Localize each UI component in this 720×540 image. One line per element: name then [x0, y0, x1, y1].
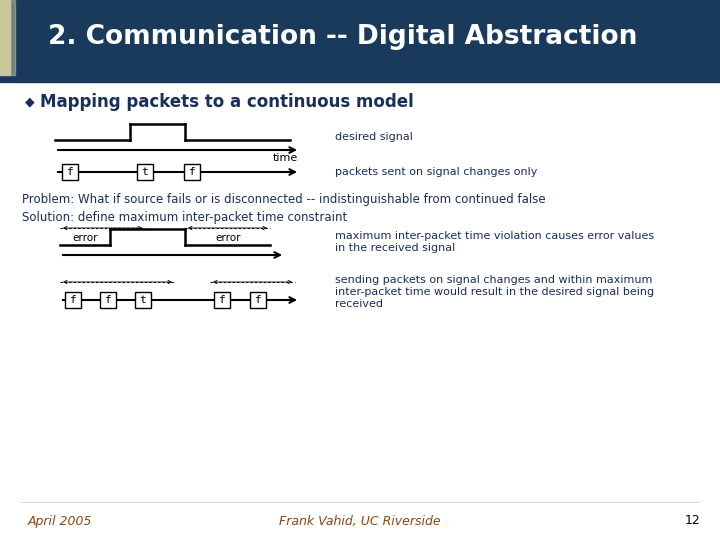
- Bar: [10, 0, 15, 75]
- Text: f: f: [104, 295, 112, 305]
- Bar: [0, 75, 720, 82]
- Text: error: error: [215, 233, 240, 243]
- Text: 2. Communication -- Digital Abstraction: 2. Communication -- Digital Abstraction: [48, 24, 637, 50]
- Bar: [135, 292, 151, 308]
- Text: f: f: [219, 295, 225, 305]
- Text: f: f: [70, 295, 76, 305]
- Text: Frank Vahid, UC Riverside: Frank Vahid, UC Riverside: [279, 515, 441, 528]
- Text: maximum inter-packet time violation causes error values
in the received signal: maximum inter-packet time violation caus…: [335, 231, 654, 253]
- Bar: [214, 292, 230, 308]
- Bar: [0, 0, 10, 75]
- Text: f: f: [189, 167, 195, 177]
- Text: April 2005: April 2005: [28, 515, 92, 528]
- Text: desired signal: desired signal: [335, 132, 413, 142]
- Bar: [62, 164, 78, 180]
- Text: Solution: define maximum inter-packet time constraint: Solution: define maximum inter-packet ti…: [22, 211, 347, 224]
- Text: t: t: [140, 295, 146, 305]
- Text: packets sent on signal changes only: packets sent on signal changes only: [335, 167, 537, 177]
- Text: Problem: What if source fails or is disconnected -- indistinguishable from conti: Problem: What if source fails or is disc…: [22, 193, 546, 206]
- Bar: [0, 502, 720, 540]
- Text: ◆: ◆: [25, 96, 35, 109]
- Bar: [0, 0, 720, 75]
- Bar: [137, 164, 153, 180]
- Text: time: time: [272, 153, 297, 163]
- Text: 12: 12: [684, 515, 700, 528]
- Text: Mapping packets to a continuous model: Mapping packets to a continuous model: [40, 93, 414, 111]
- Bar: [65, 292, 81, 308]
- Text: f: f: [255, 295, 261, 305]
- Text: t: t: [142, 167, 148, 177]
- Bar: [100, 292, 116, 308]
- Text: error: error: [72, 233, 98, 243]
- Text: sending packets on signal changes and within maximum
inter-packet time would res: sending packets on signal changes and wi…: [335, 275, 654, 308]
- Text: f: f: [67, 167, 73, 177]
- Bar: [184, 164, 200, 180]
- Bar: [250, 292, 266, 308]
